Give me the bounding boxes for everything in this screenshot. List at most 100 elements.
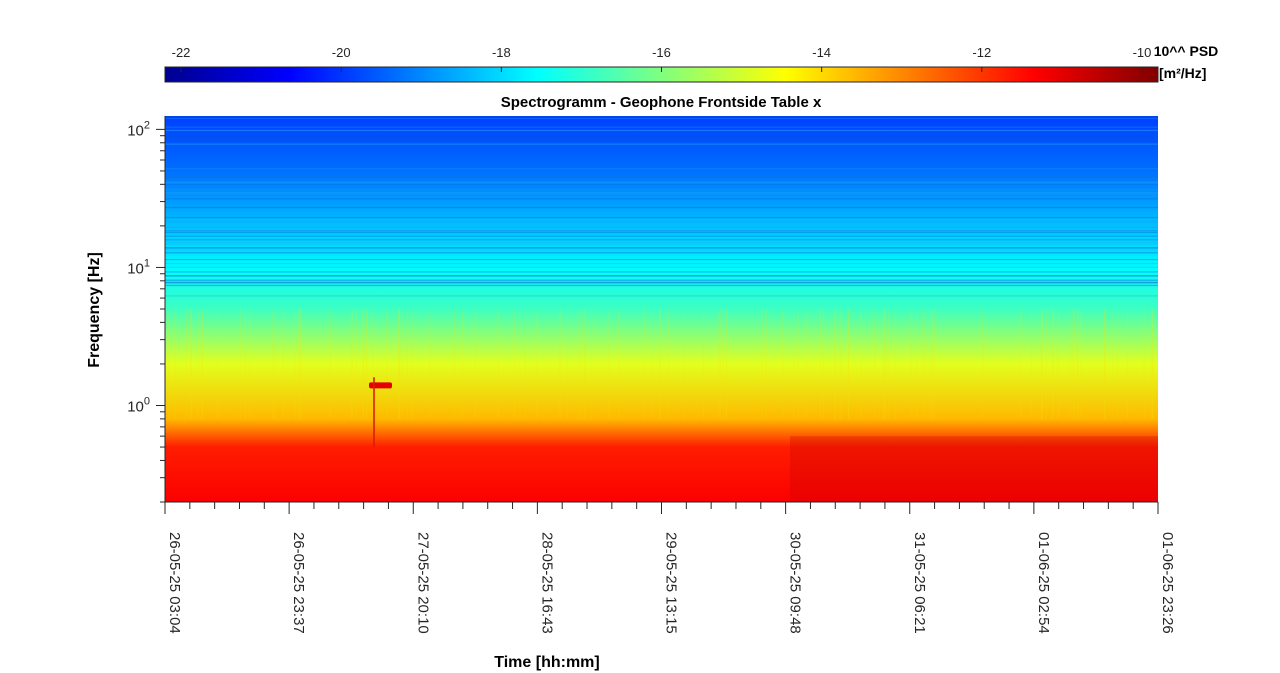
texture-streak xyxy=(1080,309,1082,419)
x-axis: 26-05-25 03:04 26-05-25 23:37 27-05-25 20:… xyxy=(164,501,1176,634)
texture-band xyxy=(165,249,1158,251)
texture-band xyxy=(165,216,1158,219)
texture-streak xyxy=(659,309,661,419)
texture-streak xyxy=(932,309,934,419)
texture-streak xyxy=(190,309,192,419)
texture-streak xyxy=(1112,309,1114,419)
texture-band xyxy=(165,230,1158,232)
texture-streak xyxy=(272,309,274,419)
texture-band xyxy=(165,266,1158,268)
texture-streak xyxy=(584,309,586,419)
x-tick-label: 01-06-25 02:54 xyxy=(1035,532,1052,634)
texture-band xyxy=(165,189,1158,191)
texture-streak xyxy=(1143,309,1145,419)
texture-streak xyxy=(820,309,821,419)
texture-streak xyxy=(497,309,499,419)
texture-streak xyxy=(429,309,431,419)
texture-streak xyxy=(848,309,849,419)
texture-streak xyxy=(386,309,388,419)
texture-streak xyxy=(244,309,246,419)
texture-streak xyxy=(1040,309,1042,419)
texture-streak xyxy=(933,309,935,419)
texture-streak xyxy=(581,309,583,419)
texture-streak xyxy=(329,309,331,419)
texture-streak xyxy=(834,309,835,419)
texture-streak xyxy=(793,309,794,419)
texture-streak xyxy=(461,309,463,419)
x-axis-label: Time [hh:mm] xyxy=(494,654,599,671)
texture-streak xyxy=(1076,309,1078,419)
texture-band xyxy=(165,206,1158,209)
texture-streak xyxy=(1152,309,1154,419)
x-tick-label: 28-05-25 16:43 xyxy=(538,532,555,634)
texture-streak xyxy=(1031,309,1033,419)
texture-band xyxy=(165,221,1158,223)
texture-band xyxy=(165,117,1158,120)
texture-band xyxy=(165,183,1158,185)
texture-streak xyxy=(167,309,169,419)
x-tick-label: 26-05-25 03:04 xyxy=(166,532,183,634)
texture-band xyxy=(165,183,1158,185)
texture-streak xyxy=(282,309,284,419)
y-tick-label: 101 xyxy=(127,257,150,277)
texture-streak xyxy=(299,309,301,419)
x-tick-label: 31-05-25 06:21 xyxy=(911,532,928,634)
texture-streak xyxy=(1071,309,1073,419)
texture-streak xyxy=(249,309,251,419)
texture-streak xyxy=(274,309,276,419)
texture-band xyxy=(165,175,1158,178)
texture-streak xyxy=(201,309,203,419)
texture-streak xyxy=(584,309,586,419)
x-tick-label: 01-06-25 23:26 xyxy=(1159,532,1176,634)
texture-band xyxy=(165,235,1158,237)
texture-streak xyxy=(608,309,610,419)
texture-streak xyxy=(916,309,918,419)
x-tick-label: 27-05-25 20:10 xyxy=(414,532,431,634)
texture-band xyxy=(165,253,1158,255)
texture-streak xyxy=(363,309,365,419)
texture-streak xyxy=(1051,309,1053,419)
texture-streak xyxy=(366,309,368,419)
colorbar-tick-label: -14 xyxy=(812,45,831,60)
texture-band xyxy=(165,239,1158,241)
texture-streak xyxy=(1058,309,1060,419)
texture-streak xyxy=(567,309,568,419)
texture-streak xyxy=(782,309,784,419)
texture-streak xyxy=(823,309,824,419)
colorbar-tick-label: -18 xyxy=(492,45,511,60)
colorbar-ticks: -22 -20 -18 -16 -14 -12 -10 xyxy=(172,45,1151,72)
texture-streak xyxy=(1104,309,1106,419)
texture-band xyxy=(165,231,1158,234)
texture-streak xyxy=(560,309,562,419)
colorbar: -22 -20 -18 -16 -14 -12 -10 10^^ PSD [m²/Hz] xyxy=(164,43,1218,83)
texture-streak xyxy=(860,309,862,419)
texture-streak xyxy=(839,309,841,419)
colorbar-label-line2: [m²/Hz] xyxy=(1159,65,1206,81)
texture-streak xyxy=(618,309,620,419)
texture-band xyxy=(165,243,1158,245)
texture-band xyxy=(165,247,1158,249)
texture-band xyxy=(165,285,1158,287)
texture-band xyxy=(165,168,1158,170)
texture-streak xyxy=(931,309,932,419)
texture-streak xyxy=(365,309,367,419)
y-axis-label: Frequency [Hz] xyxy=(86,252,103,368)
texture-streak xyxy=(398,309,400,419)
texture-streak xyxy=(683,309,685,419)
texture-streak xyxy=(559,309,561,419)
texture-streak xyxy=(726,309,728,419)
texture-streak xyxy=(1074,309,1075,419)
texture-streak xyxy=(659,309,660,419)
texture-band xyxy=(165,129,1158,131)
texture-band xyxy=(165,271,1158,273)
event-mark xyxy=(369,382,392,389)
texture-streak xyxy=(578,309,580,419)
texture-band xyxy=(165,259,1158,261)
texture-streak xyxy=(1042,309,1043,419)
texture-streak xyxy=(894,309,896,419)
texture-streak xyxy=(217,309,218,419)
texture-streak xyxy=(1045,309,1047,419)
texture-streak xyxy=(239,309,241,419)
texture-band xyxy=(165,226,1158,228)
